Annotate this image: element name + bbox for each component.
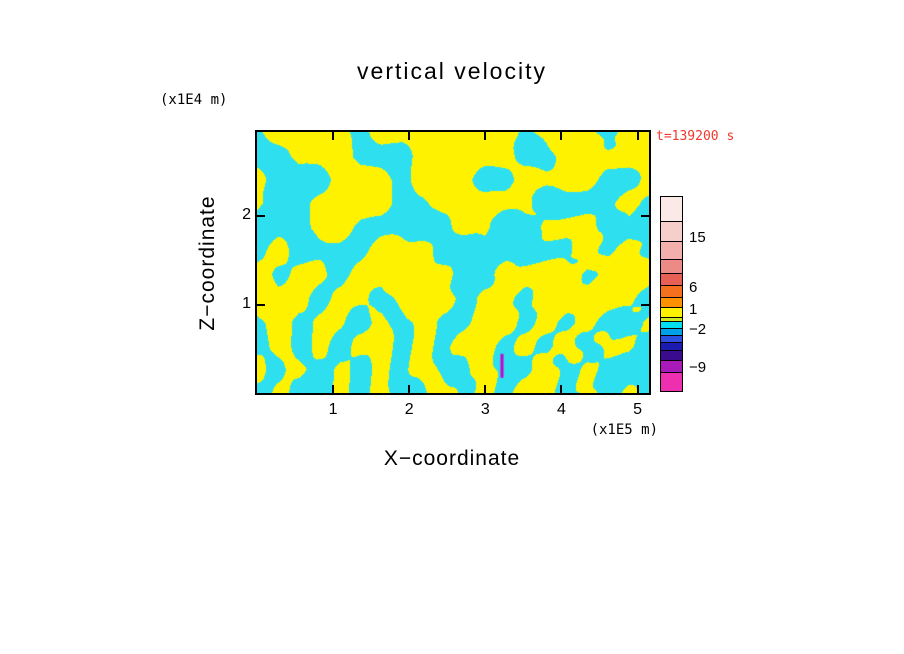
colorbar-label: −2 [689, 320, 707, 338]
x-major-tick-top [636, 132, 639, 140]
y-tick-label: 2 [242, 206, 251, 224]
y-major-tick-left [257, 303, 265, 306]
x-tick-label: 3 [480, 401, 490, 418]
x-major-tick-top [408, 132, 411, 140]
colorbar-segment [661, 273, 682, 285]
y-major-tick-right [641, 303, 649, 306]
x-axis-unit: (x1E5 m) [590, 422, 658, 438]
x-major-tick-bottom [332, 385, 335, 393]
chart-title: vertical velocity [357, 58, 547, 84]
colorbar-label: −9 [689, 359, 707, 377]
colorbar-segment [661, 350, 682, 360]
colorbar-label: 6 [689, 278, 698, 296]
x-tick-label: 5 [633, 401, 643, 418]
colorbar-label: 1 [689, 301, 698, 319]
colorbar-segment [661, 335, 682, 342]
colorbar-segment [661, 221, 682, 241]
colorbar-segment [661, 372, 682, 391]
colorbar-segment [661, 285, 682, 297]
colorbar-segment [661, 259, 682, 273]
colorbar-segment [661, 360, 682, 372]
colorbar-segment [661, 342, 682, 350]
time-annotation: t=139200 s [656, 129, 735, 144]
colorbar-segment [661, 197, 682, 221]
colorbar-segment [661, 321, 682, 328]
velocity-field-canvas [257, 132, 649, 393]
x-major-tick-top [484, 132, 487, 140]
x-major-tick-top [332, 132, 335, 140]
colorbar-label: 15 [689, 228, 706, 246]
x-tick-label: 2 [404, 401, 414, 418]
y-major-tick-left [257, 215, 265, 218]
y-tick-label: 1 [242, 294, 251, 312]
plot-frame [255, 130, 651, 395]
colorbar-segment [661, 241, 682, 259]
colorbar-segment [661, 328, 682, 335]
x-major-tick-bottom [408, 385, 411, 393]
x-tick-label: 1 [328, 401, 338, 418]
x-major-tick-bottom [560, 385, 563, 393]
colorbar-segment [661, 317, 682, 321]
y-axis-unit: (x1E4 m) [160, 92, 228, 108]
x-axis-title: X−coordinate [383, 447, 521, 470]
y-major-tick-right [641, 215, 649, 218]
colorbar-segment [661, 307, 682, 317]
colorbar [660, 196, 683, 392]
x-major-tick-top [560, 132, 563, 140]
x-tick-label: 4 [557, 401, 566, 418]
colorbar-segment [661, 297, 682, 307]
x-major-tick-bottom [636, 385, 639, 393]
y-axis-title: Z−coordinate [196, 195, 219, 331]
x-major-tick-bottom [484, 385, 487, 393]
